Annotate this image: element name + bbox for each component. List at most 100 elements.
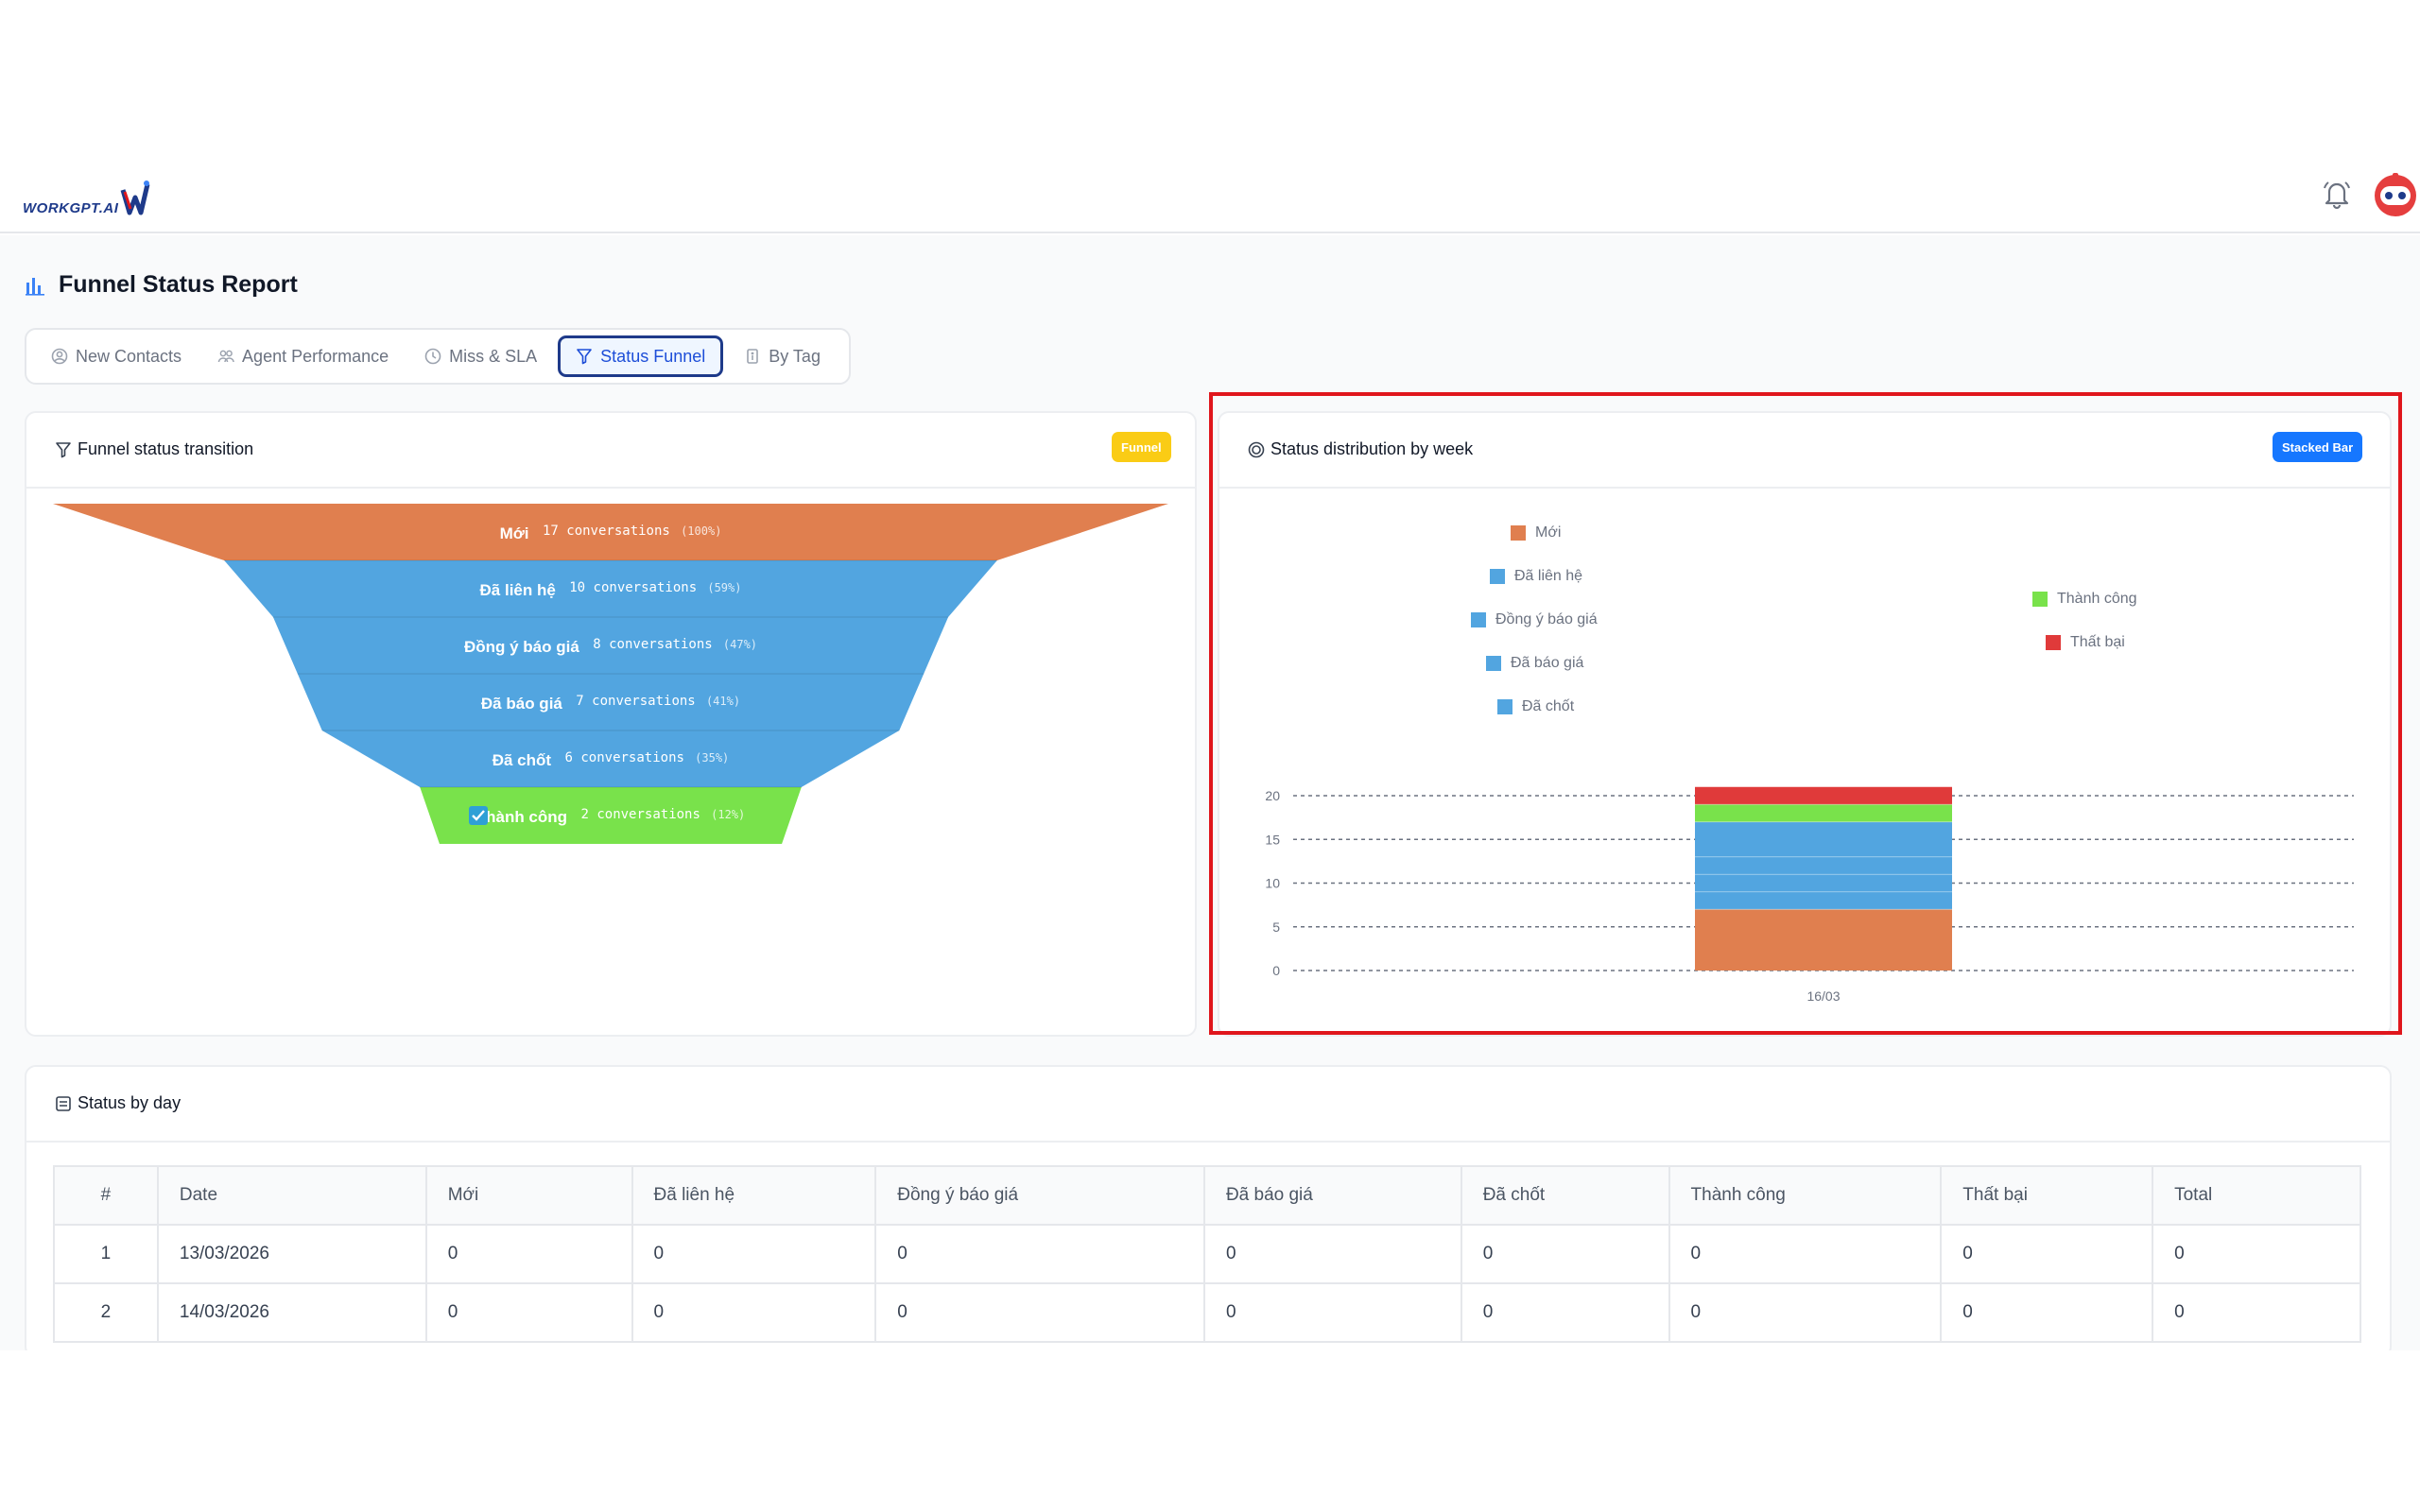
- funnel-stage-label: Thành công 2 conversations (12%): [476, 807, 746, 826]
- funnel-stage[interactable]: [224, 560, 997, 617]
- table-cell: 0: [631, 1224, 877, 1284]
- bar-chart-icon: [26, 277, 44, 296]
- legend-item[interactable]: Đồng ý báo giá: [1471, 611, 1598, 628]
- table-cell: 0: [2152, 1224, 2361, 1284]
- legend-swatch: [2032, 592, 2048, 607]
- user-avatar-robot-icon[interactable]: [2371, 169, 2420, 218]
- tab-new-contacts[interactable]: New Contacts: [36, 335, 197, 377]
- bottom-blank-area: [0, 1350, 2420, 1512]
- main-content: Funnel Status Report New Contacts Agent …: [0, 235, 2420, 1358]
- column-header[interactable]: Đã báo giá: [1202, 1165, 1462, 1226]
- tag-icon: [747, 349, 759, 364]
- funnel-stage[interactable]: [272, 617, 949, 674]
- stage-percent: (59%): [700, 581, 741, 594]
- column-header[interactable]: Thành công: [1668, 1165, 1943, 1226]
- column-header[interactable]: Đã chốt: [1460, 1165, 1670, 1226]
- table-cell: 0: [2152, 1282, 2361, 1343]
- legend-swatch: [1486, 656, 1501, 671]
- y-tick-label: 10: [1265, 876, 1280, 891]
- column-header[interactable]: Total: [2152, 1165, 2361, 1226]
- funnel-stage-label: Đã chốt 6 conversations (35%): [493, 750, 730, 769]
- funnel-stage[interactable]: [321, 730, 900, 787]
- stage-name: Đã chốt: [493, 751, 552, 769]
- bar-segment[interactable]: [1695, 804, 1952, 822]
- bar-segment[interactable]: [1695, 786, 1952, 805]
- stage-percent: (12%): [704, 808, 745, 821]
- users-icon: [217, 350, 234, 363]
- stage-name: Thành công: [476, 808, 567, 826]
- funnel-badge: Funnel: [1112, 432, 1171, 462]
- stage-count: 10 conversations: [562, 580, 697, 595]
- report-tabs: New Contacts Agent Performance Miss & SL…: [25, 328, 851, 385]
- legend-item[interactable]: Thành công: [2032, 591, 2137, 608]
- tab-label: By Tag: [769, 346, 821, 366]
- funnel-stage-label: Đã liên hệ 10 conversations (59%): [480, 580, 742, 599]
- tab-label: Agent Performance: [242, 346, 389, 366]
- bar-segment[interactable]: [1695, 821, 1952, 857]
- stage-percent: (35%): [688, 751, 729, 765]
- funnel-stage[interactable]: [53, 504, 1168, 560]
- legend-label: Thành công: [2057, 591, 2137, 607]
- stacked-bar-badge: Stacked Bar: [2273, 432, 2363, 462]
- tab-agent-performance[interactable]: Agent Performance: [202, 335, 404, 377]
- legend-swatch: [1490, 569, 1505, 584]
- tab-label: Miss & SLA: [449, 346, 538, 366]
- table-body: 1 13/03/2026 0 0 0 0 0 0 0 0 2 14/03/2026 0 0 0 0 0 0 0 0: [53, 1224, 2361, 1343]
- table-cell: 0: [1202, 1224, 1462, 1284]
- table-icon: [56, 1095, 71, 1111]
- stage-count: 6 conversations: [557, 750, 684, 765]
- column-header[interactable]: #: [53, 1165, 159, 1226]
- table-cell: 0: [874, 1224, 1205, 1284]
- user-circle-icon: [51, 348, 68, 365]
- legend-item[interactable]: Đã chốt: [1497, 698, 1574, 715]
- clock-icon: [424, 348, 441, 365]
- stage-name: Đồng ý báo giá: [464, 638, 579, 656]
- funnel-stage-label: Đồng ý báo giá 8 conversations (47%): [464, 637, 757, 656]
- legend-item[interactable]: Mới: [1511, 524, 1561, 541]
- tab-miss-sla[interactable]: Miss & SLA: [409, 335, 552, 377]
- bar-segment[interactable]: [1695, 856, 1952, 875]
- table-cell: 0: [1940, 1224, 2154, 1284]
- table-cell: 0: [1668, 1224, 1943, 1284]
- stage-percent: (47%): [717, 638, 757, 651]
- column-header[interactable]: Date: [156, 1165, 427, 1226]
- stage-count: 17 conversations: [535, 524, 670, 539]
- page-title: Funnel Status Report: [25, 271, 298, 299]
- x-tick-label: 16/03: [1806, 988, 1840, 1004]
- legend-item[interactable]: Đã báo giá: [1486, 655, 1583, 672]
- status-by-day-card: Status by day # Date Mới Đã liên hệ Đồng ý b…: [25, 1065, 2392, 1358]
- table-cell: 0: [424, 1282, 633, 1343]
- check-mark: [472, 810, 485, 821]
- bar-segment[interactable]: [1695, 874, 1952, 892]
- notification-bell-icon[interactable]: [2318, 175, 2356, 213]
- column-header[interactable]: Thất bại: [1940, 1165, 2154, 1226]
- y-tick-label: 15: [1265, 832, 1280, 847]
- funnel-card: Funnel status transition Funnel Mới 17 c…: [25, 411, 1197, 1037]
- column-header[interactable]: Mới: [424, 1165, 633, 1226]
- table-row: 2 14/03/2026 0 0 0 0 0 0 0 0: [53, 1282, 2361, 1343]
- bar-segment[interactable]: [1695, 891, 1952, 910]
- legend-swatch: [1471, 612, 1486, 627]
- stacked-bar-chart: 0 5 10 15 20 16/03: [1265, 786, 2354, 1004]
- funnel-card-title-text: Funnel status transition: [78, 439, 254, 458]
- tab-status-funnel[interactable]: Status Funnel: [558, 335, 724, 377]
- table-cell: 2: [53, 1282, 159, 1343]
- stage-name: Mới: [500, 524, 529, 542]
- stage-count: 2 conversations: [573, 807, 700, 822]
- bar-segment[interactable]: [1695, 909, 1952, 971]
- table-header-row: # Date Mới Đã liên hệ Đồng ý báo giá Đã báo g…: [53, 1165, 2361, 1226]
- table-cell: 0: [1460, 1282, 1670, 1343]
- legend-item[interactable]: Thất bại: [2046, 634, 2125, 651]
- funnel-stage[interactable]: [297, 674, 925, 730]
- status-distribution-title: Status distribution by week: [1248, 439, 1473, 459]
- funnel-stage[interactable]: [420, 787, 802, 844]
- column-header[interactable]: Đồng ý báo giá: [874, 1165, 1205, 1226]
- table-cell: 0: [874, 1282, 1205, 1343]
- status-by-day-table: # Date Mới Đã liên hệ Đồng ý báo giá Đã báo g…: [53, 1165, 2361, 1343]
- legend-item[interactable]: Đã liên hệ: [1490, 568, 1582, 585]
- app-logo[interactable]: WORKGPT.AI: [23, 171, 150, 216]
- tab-by-tag[interactable]: By Tag: [729, 335, 836, 377]
- y-tick-label: 20: [1265, 788, 1280, 803]
- y-tick-label: 5: [1272, 919, 1280, 935]
- column-header[interactable]: Đã liên hệ: [631, 1165, 877, 1226]
